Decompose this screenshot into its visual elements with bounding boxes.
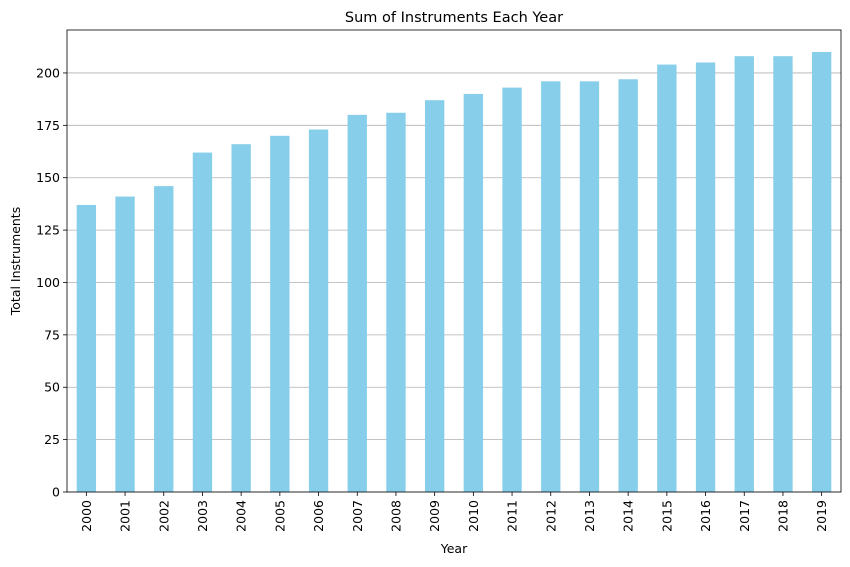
y-tick-label: 150 [36, 170, 60, 185]
y-tick-label: 25 [44, 432, 60, 447]
bars [76, 52, 832, 493]
x-tick-label: 2005 [272, 500, 287, 532]
bar-2006 [308, 129, 329, 492]
bar-2015 [657, 64, 677, 493]
x-tick-label: 2009 [427, 500, 442, 532]
x-tick-label: 2011 [505, 500, 520, 532]
x-tick-label: 2002 [156, 500, 171, 532]
x-tick-label: 2016 [698, 500, 713, 532]
bar-2010 [463, 93, 484, 493]
bar-2009 [424, 100, 445, 492]
x-axis-ticks: 2000 2001 2002 2003 2004 2005 2006 2007 2008 2009… [79, 492, 829, 532]
y-tick-label: 75 [44, 327, 60, 342]
x-axis-label: Year [440, 541, 468, 556]
bar-2019 [811, 52, 832, 492]
x-tick-label: 2006 [311, 500, 326, 532]
x-tick-label: 2010 [466, 500, 481, 532]
x-tick-label: 2004 [234, 500, 249, 532]
bar-2005 [270, 135, 290, 493]
gridlines [67, 72, 841, 493]
bar-2017 [734, 56, 754, 492]
bar-2004 [231, 144, 251, 492]
bar-2018 [773, 56, 793, 492]
y-axis-ticks: 0 25 50 75 100 125 150 175 200 [36, 65, 67, 500]
bar-2001 [115, 196, 135, 493]
bar-2011 [502, 87, 522, 492]
x-tick-label: 2012 [543, 500, 558, 532]
x-tick-label: 2019 [814, 500, 829, 532]
x-tick-label: 2015 [659, 500, 674, 532]
bar-2016 [695, 62, 716, 492]
bar-2008 [386, 112, 406, 492]
bar-2007 [347, 114, 367, 492]
x-tick-label: 2007 [350, 500, 365, 532]
x-tick-label: 2014 [621, 500, 636, 532]
x-tick-label: 2003 [195, 500, 210, 532]
y-tick-label: 50 [44, 380, 60, 395]
x-tick-label: 2008 [388, 500, 403, 532]
bar-2002 [154, 186, 174, 492]
x-tick-label: 2000 [79, 500, 94, 532]
bar-2012 [541, 81, 561, 492]
bar-2014 [618, 79, 638, 492]
bar-2000 [76, 204, 97, 492]
x-tick-label: 2001 [118, 500, 133, 532]
y-axis-label: Total Instruments [8, 207, 23, 316]
bar-2003 [192, 152, 213, 493]
x-tick-label: 2013 [582, 500, 597, 532]
y-tick-label: 175 [36, 118, 60, 133]
x-tick-label: 2017 [737, 500, 752, 532]
plot-frame [66, 29, 842, 493]
y-tick-label: 125 [36, 223, 60, 238]
y-tick-label: 100 [36, 275, 60, 290]
y-tick-label: 0 [52, 485, 60, 500]
bar-2013 [579, 81, 600, 492]
chart-title: Sum of Instruments Each Year [345, 10, 563, 26]
x-tick-label: 2018 [775, 500, 790, 532]
y-tick-label: 200 [36, 65, 60, 80]
